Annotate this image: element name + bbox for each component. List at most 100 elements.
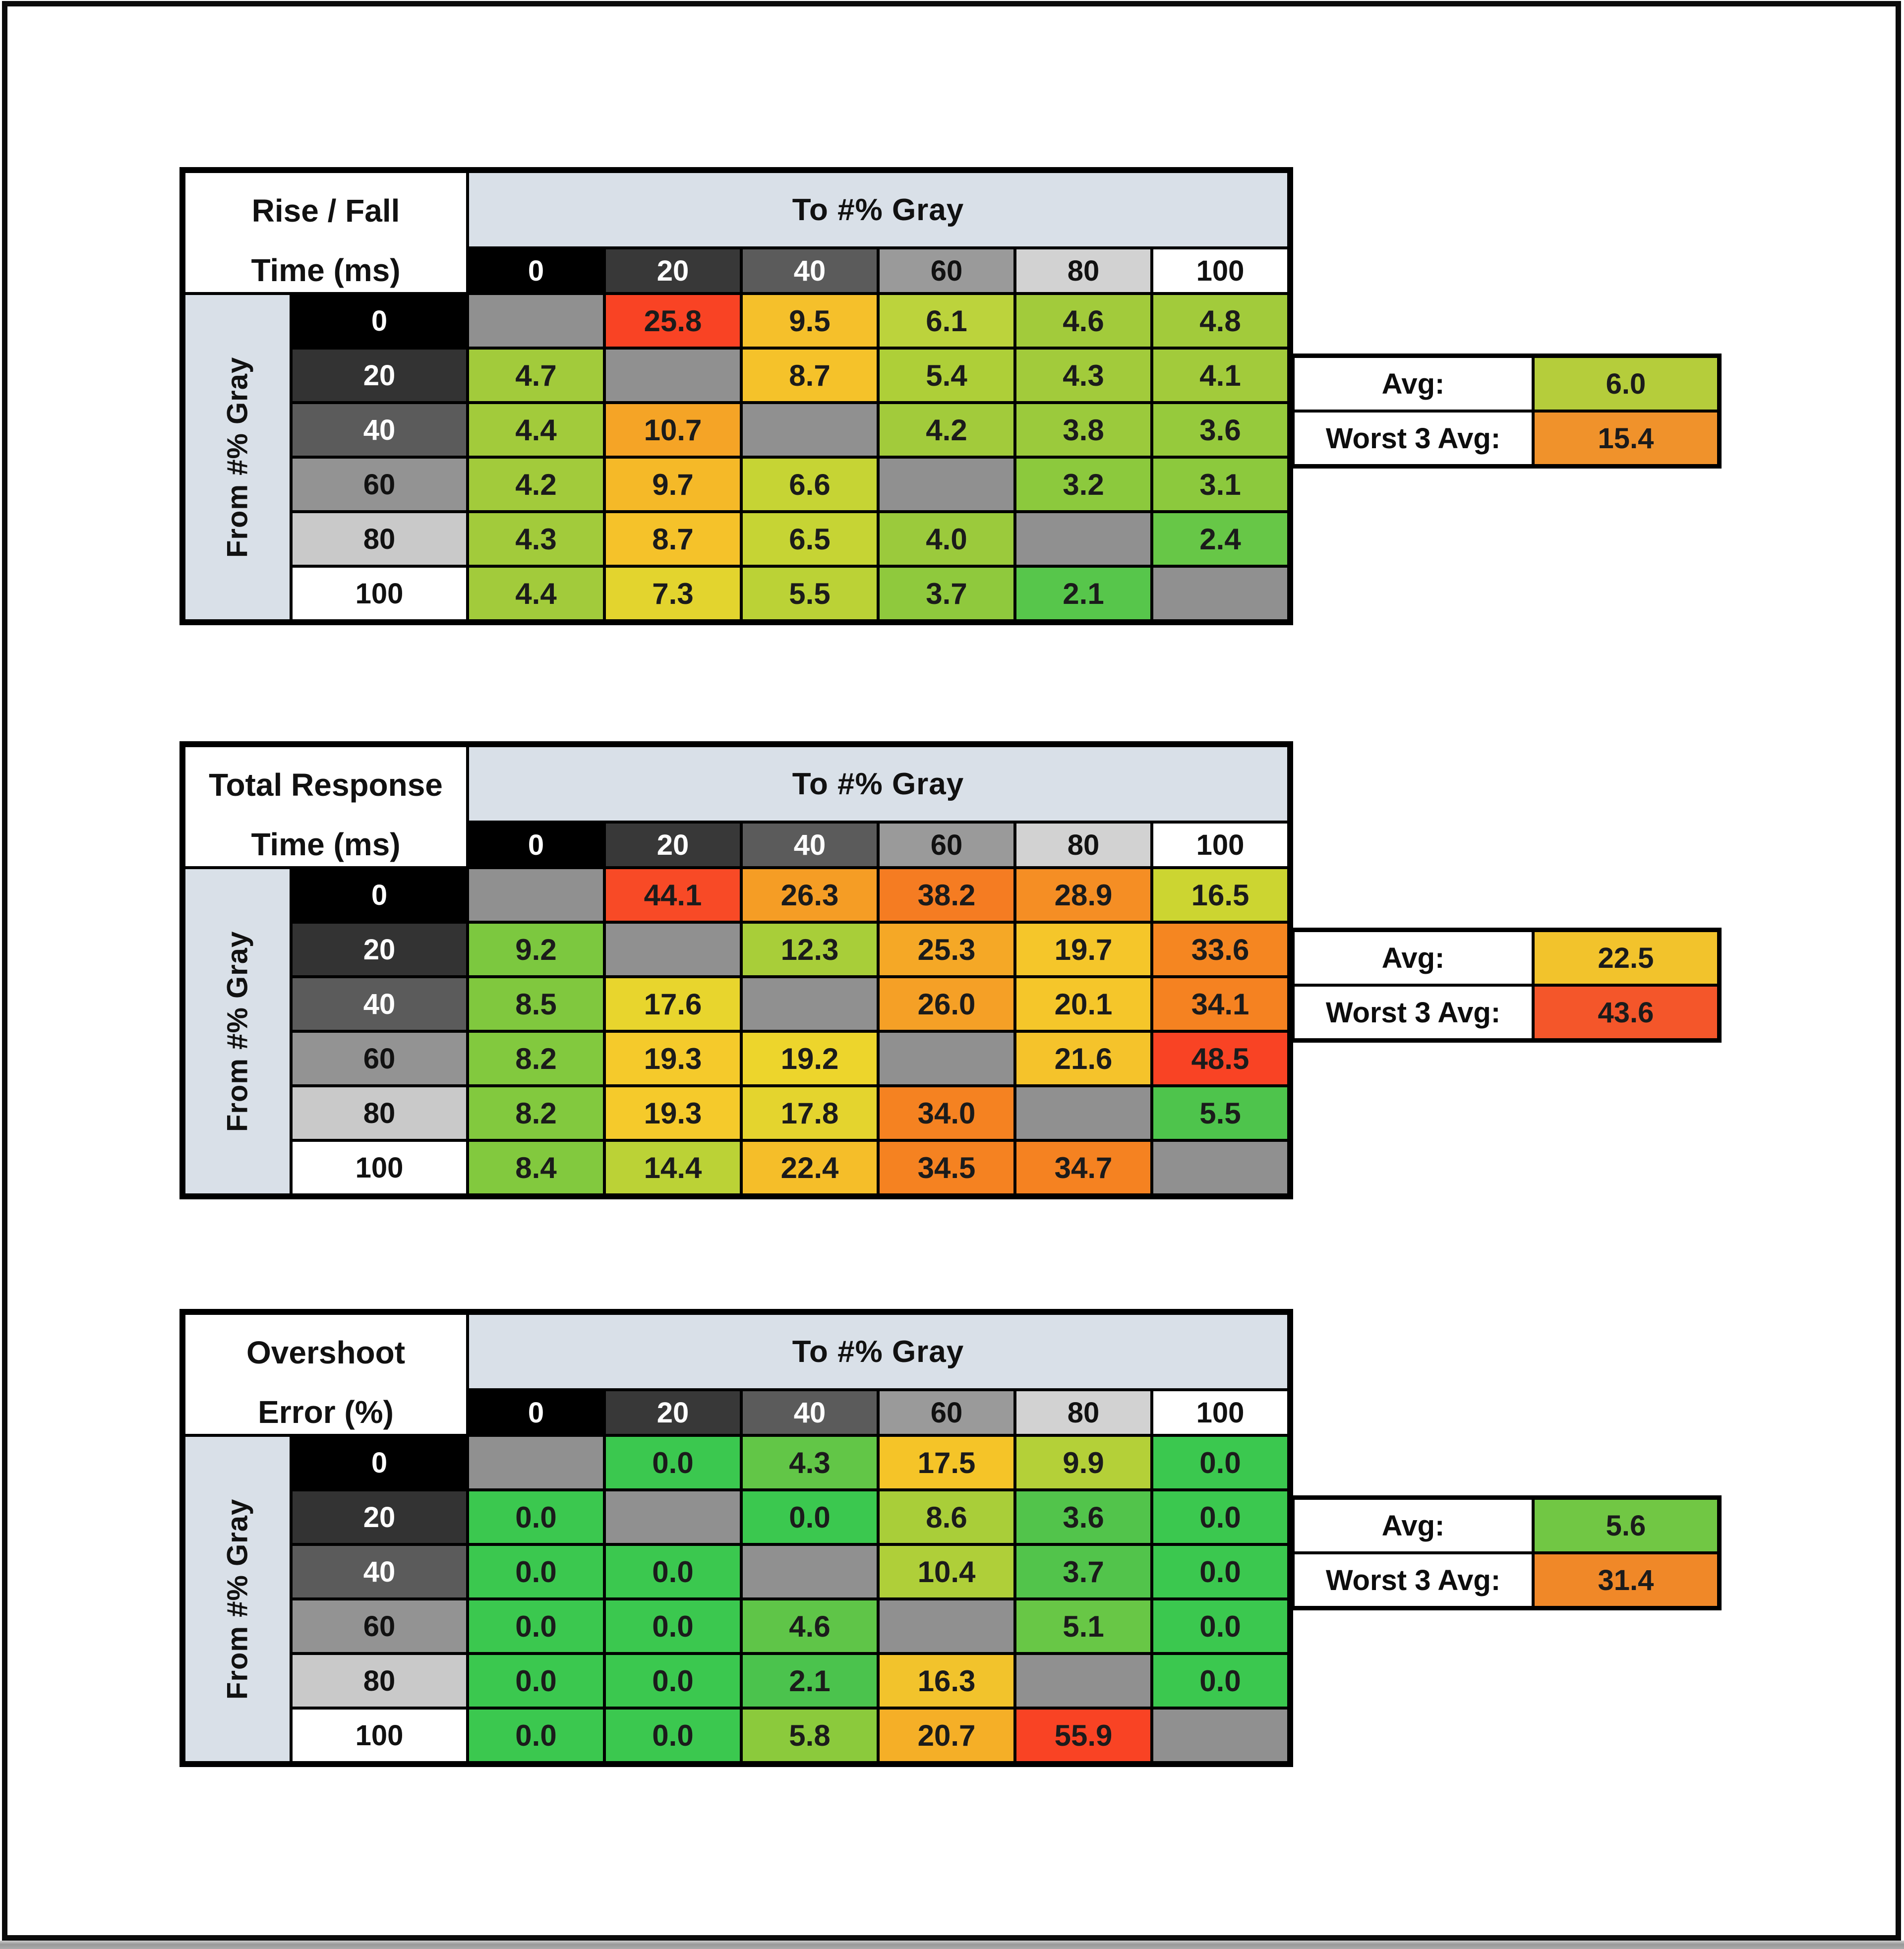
avg-label: Avg: bbox=[1295, 1500, 1532, 1551]
row-header-cell: 20 bbox=[293, 350, 466, 401]
data-cell: 8.7 bbox=[743, 350, 877, 401]
row-header-cell: 60 bbox=[293, 1033, 466, 1084]
row-header-cell: 60 bbox=[293, 1600, 466, 1652]
worst-3-avg-label: Worst 3 Avg: bbox=[1295, 413, 1532, 464]
row-header-cell: 100 bbox=[293, 568, 466, 619]
avg-value: 6.0 bbox=[1535, 358, 1717, 410]
row-header-cell: 40 bbox=[293, 978, 466, 1030]
data-cell: 17.6 bbox=[606, 978, 740, 1030]
to-gray-axis-label: To #% Gray bbox=[469, 173, 1287, 246]
col-header-cell: 60 bbox=[880, 249, 1013, 292]
diagonal-cell bbox=[1153, 1710, 1287, 1761]
diagonal-cell bbox=[1016, 1655, 1150, 1707]
from-gray-axis-label: From #% Gray bbox=[185, 869, 290, 1193]
to-gray-axis-label: To #% Gray bbox=[469, 1315, 1287, 1388]
data-cell: 0.0 bbox=[469, 1710, 603, 1761]
col-header-cell: 20 bbox=[606, 824, 740, 866]
data-cell: 8.2 bbox=[469, 1033, 603, 1084]
data-cell: 4.1 bbox=[1153, 350, 1287, 401]
data-cell: 8.2 bbox=[469, 1087, 603, 1139]
table-title-line-2: Time (ms) bbox=[251, 827, 401, 862]
data-cell: 6.6 bbox=[743, 459, 877, 510]
matrix-grid: Rise / Fall Time (ms) To #% Gray 0 20 40 60 80 1… bbox=[179, 167, 1293, 625]
diagonal-cell bbox=[469, 869, 603, 921]
diagonal-cell bbox=[606, 924, 740, 975]
row-header-cell: 80 bbox=[293, 513, 466, 565]
to-gray-axis-label: To #% Gray bbox=[469, 747, 1287, 821]
diagonal-cell bbox=[469, 1437, 603, 1488]
summary-box: Avg: 6.0 Worst 3 Avg: 15.4 bbox=[1290, 354, 1722, 469]
data-cell: 0.0 bbox=[469, 1655, 603, 1707]
diagonal-cell bbox=[743, 404, 877, 456]
data-cell: 6.5 bbox=[743, 513, 877, 565]
data-cell: 34.1 bbox=[1153, 978, 1287, 1030]
data-cell: 4.3 bbox=[743, 1437, 877, 1488]
col-header-cell: 80 bbox=[1016, 824, 1150, 866]
data-cell: 5.5 bbox=[743, 568, 877, 619]
col-header-cell: 60 bbox=[880, 824, 1013, 866]
col-header-cell: 0 bbox=[469, 1391, 603, 1434]
data-cell: 3.8 bbox=[1016, 404, 1150, 456]
data-cell: 5.1 bbox=[1016, 1600, 1150, 1652]
from-gray-axis-label: From #% Gray bbox=[185, 295, 290, 619]
col-header-cell: 0 bbox=[469, 824, 603, 866]
data-cell: 4.2 bbox=[880, 404, 1013, 456]
data-cell: 34.0 bbox=[880, 1087, 1013, 1139]
data-cell: 20.7 bbox=[880, 1710, 1013, 1761]
data-cell: 25.8 bbox=[606, 295, 740, 347]
table-title-line-1: Rise / Fall bbox=[251, 193, 400, 229]
data-cell: 34.5 bbox=[880, 1142, 1013, 1193]
worst-3-avg-value: 43.6 bbox=[1535, 987, 1717, 1038]
data-cell: 9.2 bbox=[469, 924, 603, 975]
row-header-cell: 20 bbox=[293, 924, 466, 975]
diagonal-cell bbox=[606, 1491, 740, 1543]
worst-3-avg-label: Worst 3 Avg: bbox=[1295, 1554, 1532, 1606]
data-cell: 9.7 bbox=[606, 459, 740, 510]
row-header-cell: 0 bbox=[293, 295, 466, 347]
worst-3-avg-value: 15.4 bbox=[1535, 413, 1717, 464]
data-cell: 19.7 bbox=[1016, 924, 1150, 975]
data-cell: 10.7 bbox=[606, 404, 740, 456]
col-header-cell: 100 bbox=[1153, 249, 1287, 292]
data-cell: 8.5 bbox=[469, 978, 603, 1030]
col-header-cell: 40 bbox=[743, 1391, 877, 1434]
data-cell: 2.4 bbox=[1153, 513, 1287, 565]
diagonal-cell bbox=[880, 1600, 1013, 1652]
data-cell: 4.4 bbox=[469, 404, 603, 456]
data-cell: 8.4 bbox=[469, 1142, 603, 1193]
data-cell: 25.3 bbox=[880, 924, 1013, 975]
data-cell: 4.3 bbox=[469, 513, 603, 565]
data-cell: 10.4 bbox=[880, 1546, 1013, 1597]
row-header-cell: 40 bbox=[293, 1546, 466, 1597]
data-cell: 0.0 bbox=[606, 1710, 740, 1761]
data-cell: 0.0 bbox=[743, 1491, 877, 1543]
data-cell: 44.1 bbox=[606, 869, 740, 921]
data-cell: 0.0 bbox=[606, 1600, 740, 1652]
row-header-cell: 60 bbox=[293, 459, 466, 510]
data-cell: 8.7 bbox=[606, 513, 740, 565]
data-cell: 20.1 bbox=[1016, 978, 1150, 1030]
data-cell: 4.4 bbox=[469, 568, 603, 619]
data-cell: 4.8 bbox=[1153, 295, 1287, 347]
data-cell: 26.0 bbox=[880, 978, 1013, 1030]
gray-to-gray-table: Total Response Time (ms) To #% Gray 0 20 40 60… bbox=[179, 741, 1766, 1199]
table-title-line-2: Error (%) bbox=[258, 1394, 394, 1430]
diagonal-cell bbox=[880, 459, 1013, 510]
diagonal-cell bbox=[1016, 1087, 1150, 1139]
gray-to-gray-table: Rise / Fall Time (ms) To #% Gray 0 20 40 60 80 1… bbox=[179, 167, 1766, 625]
col-header-cell: 100 bbox=[1153, 1391, 1287, 1434]
data-cell: 5.8 bbox=[743, 1710, 877, 1761]
diagonal-cell bbox=[469, 295, 603, 347]
data-cell: 3.2 bbox=[1016, 459, 1150, 510]
data-cell: 0.0 bbox=[606, 1546, 740, 1597]
col-header-cell: 80 bbox=[1016, 1391, 1150, 1434]
data-cell: 2.1 bbox=[743, 1655, 877, 1707]
matrix-grid: Total Response Time (ms) To #% Gray 0 20 40 60… bbox=[179, 741, 1293, 1199]
data-cell: 0.0 bbox=[1153, 1437, 1287, 1488]
data-cell: 0.0 bbox=[1153, 1546, 1287, 1597]
data-cell: 4.2 bbox=[469, 459, 603, 510]
table-title: Overshoot Error (%) bbox=[185, 1315, 466, 1434]
data-cell: 16.3 bbox=[880, 1655, 1013, 1707]
data-cell: 21.6 bbox=[1016, 1033, 1150, 1084]
diagonal-cell bbox=[743, 978, 877, 1030]
